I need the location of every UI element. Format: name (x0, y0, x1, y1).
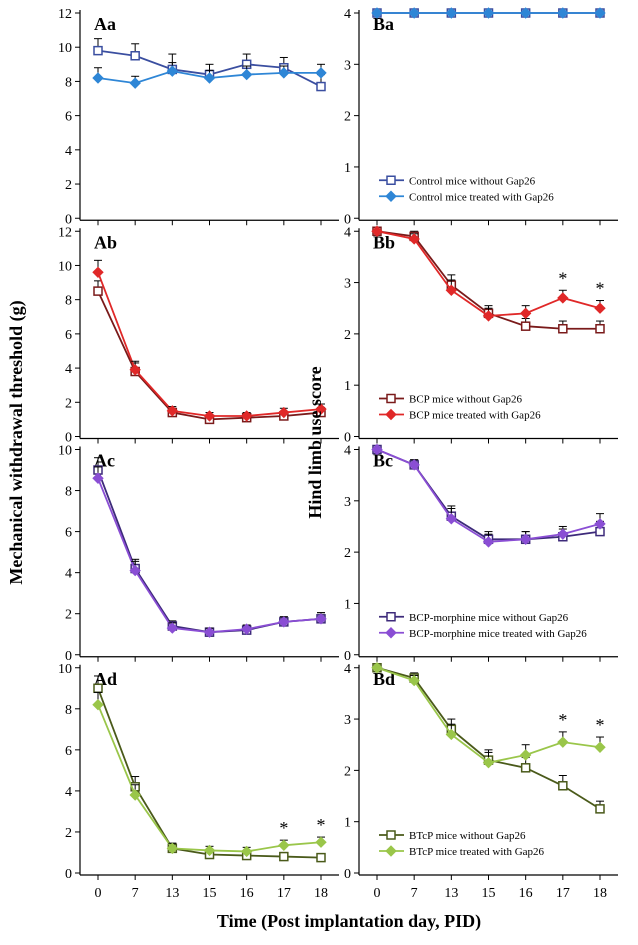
svg-text:18: 18 (593, 886, 607, 901)
svg-text:BCP mice without Gap26: BCP mice without Gap26 (409, 394, 522, 406)
svg-text:7: 7 (132, 886, 139, 901)
svg-text:13: 13 (444, 886, 458, 901)
svg-text:*: * (317, 815, 326, 835)
svg-text:Control mice treated with Gap2: Control mice treated with Gap26 (409, 191, 554, 203)
svg-text:0: 0 (95, 886, 102, 901)
svg-text:3: 3 (344, 58, 351, 73)
svg-text:BCP-morphine mice treated with: BCP-morphine mice treated with Gap26 (409, 628, 587, 640)
svg-text:10: 10 (58, 259, 72, 274)
svg-text:12: 12 (58, 225, 72, 240)
svg-text:8: 8 (65, 294, 72, 309)
svg-text:8: 8 (65, 485, 72, 500)
svg-text:16: 16 (519, 886, 533, 901)
x-axis-label: Time (Post implantation day, PID) (217, 911, 481, 932)
y-axis-right-label: Hind limb use score (305, 366, 325, 518)
svg-text:4: 4 (65, 785, 72, 800)
svg-text:0: 0 (65, 867, 72, 882)
svg-text:10: 10 (58, 41, 72, 56)
svg-text:1: 1 (344, 597, 351, 612)
svg-text:4: 4 (344, 225, 351, 240)
svg-text:6: 6 (65, 328, 72, 343)
svg-text:2: 2 (65, 608, 72, 623)
svg-text:2: 2 (344, 546, 351, 561)
svg-text:6: 6 (65, 110, 72, 125)
svg-text:0: 0 (374, 886, 381, 901)
svg-text:*: * (558, 710, 567, 730)
svg-text:1: 1 (344, 816, 351, 831)
svg-text:10: 10 (58, 444, 72, 459)
svg-text:8: 8 (65, 75, 72, 90)
svg-text:3: 3 (344, 277, 351, 292)
svg-text:3: 3 (344, 713, 351, 728)
svg-text:16: 16 (240, 886, 254, 901)
svg-text:10: 10 (58, 662, 72, 677)
panel-label: Ab (94, 232, 117, 252)
svg-text:15: 15 (482, 886, 496, 901)
svg-text:2: 2 (65, 178, 72, 193)
svg-text:18: 18 (314, 886, 328, 901)
svg-text:2: 2 (344, 764, 351, 779)
svg-text:1: 1 (344, 161, 351, 176)
svg-text:0: 0 (344, 867, 351, 882)
svg-text:BTcP mice treated with Gap26: BTcP mice treated with Gap26 (409, 846, 545, 858)
chart-figure: 024681012Aa01234BaControl mice without G… (0, 0, 638, 945)
svg-text:*: * (558, 268, 567, 288)
svg-text:BCP mice treated with Gap26: BCP mice treated with Gap26 (409, 410, 541, 422)
panel-label: Aa (94, 14, 116, 34)
svg-text:*: * (596, 279, 605, 299)
svg-text:BTcP mice without Gap26: BTcP mice without Gap26 (409, 830, 526, 842)
svg-text:2: 2 (65, 396, 72, 411)
svg-text:4: 4 (344, 444, 351, 459)
svg-text:*: * (596, 715, 605, 735)
svg-text:12: 12 (58, 7, 72, 22)
svg-text:*: * (279, 818, 288, 838)
svg-text:8: 8 (65, 703, 72, 718)
svg-text:15: 15 (203, 886, 217, 901)
svg-text:BCP-morphine mice without Gap: BCP-morphine mice without Gap26 (409, 612, 569, 624)
svg-text:3: 3 (344, 495, 351, 510)
svg-text:2: 2 (65, 826, 72, 841)
svg-text:4: 4 (65, 362, 72, 377)
svg-text:4: 4 (344, 662, 351, 677)
svg-text:13: 13 (165, 886, 179, 901)
svg-text:2: 2 (344, 328, 351, 343)
svg-text:7: 7 (411, 886, 418, 901)
svg-text:4: 4 (65, 144, 72, 159)
svg-text:17: 17 (277, 886, 291, 901)
y-axis-left-label: Mechanical withdrawal threshold (g) (6, 300, 27, 584)
svg-text:2: 2 (344, 110, 351, 125)
svg-text:6: 6 (65, 744, 72, 759)
svg-text:Control mice without Gap26: Control mice without Gap26 (409, 175, 536, 187)
svg-text:4: 4 (65, 567, 72, 582)
svg-text:6: 6 (65, 526, 72, 541)
svg-text:4: 4 (344, 7, 351, 22)
svg-text:17: 17 (556, 886, 570, 901)
svg-text:1: 1 (344, 379, 351, 394)
